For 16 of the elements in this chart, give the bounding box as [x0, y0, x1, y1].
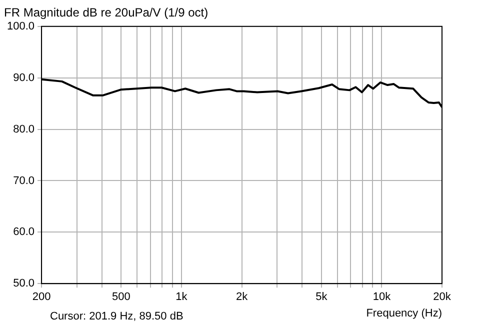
- y-tick-label: 50.0: [13, 278, 35, 290]
- x-tick-label: 5k: [316, 291, 328, 304]
- x-tick-label: 20k: [433, 291, 452, 304]
- x-axis-title: Frequency (Hz): [366, 307, 442, 320]
- x-tick-label: 200: [32, 291, 51, 304]
- x-tick-label: 500: [112, 291, 130, 304]
- y-tick-label: 100.0: [6, 20, 35, 32]
- text: Cursor: 201.9 Hz, 89.50 dB: [50, 310, 184, 323]
- y-tick-label: 90.0: [13, 72, 35, 84]
- x-tick-label: 2k: [236, 291, 248, 304]
- y-tick-label: 70.0: [13, 174, 35, 187]
- x-tick-label: 1k: [176, 291, 188, 304]
- x-tick-label: 10k: [372, 291, 392, 304]
- y-tick-label: 60.0: [13, 226, 35, 238]
- y-tick-label: 80.0: [13, 123, 35, 136]
- chart-title: FR Magnitude dB re 20uPa/V (1/9 oct): [4, 6, 208, 20]
